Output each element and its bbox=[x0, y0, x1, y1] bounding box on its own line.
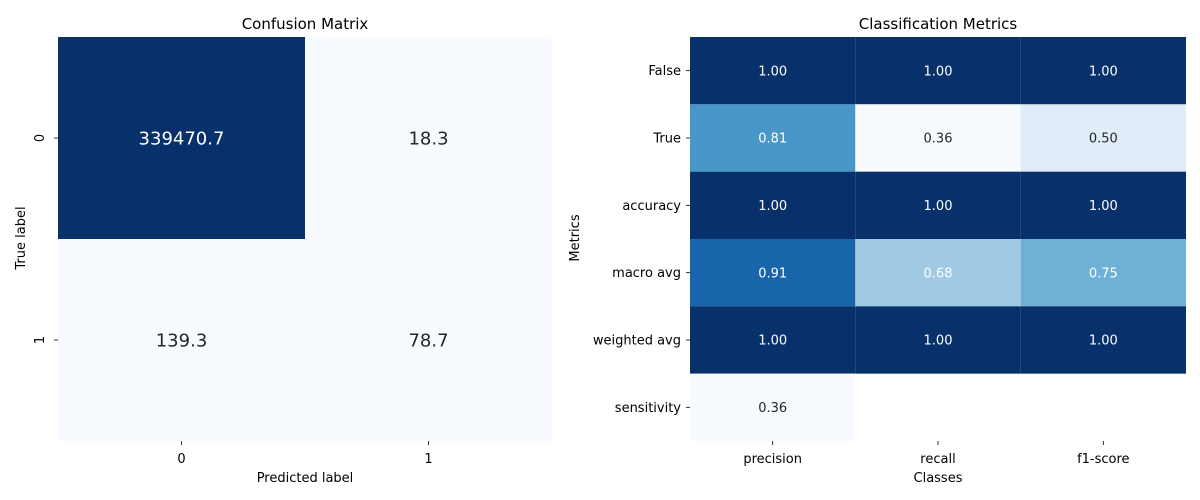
heatmap-cell bbox=[1020, 104, 1186, 172]
cell-value-label: 339470.7 bbox=[139, 128, 225, 149]
x-tick-label: 0 bbox=[177, 452, 185, 467]
cell-value-label: 1.00 bbox=[758, 64, 787, 79]
cell-value-label: 0.36 bbox=[924, 132, 953, 147]
cm-cells: 339470.7 18.3 139.3 78.7 bbox=[58, 37, 552, 441]
metrics-xlabel: Classes bbox=[914, 471, 963, 486]
cell-value-label: 1.00 bbox=[924, 64, 953, 79]
heatmap-cell bbox=[855, 37, 1021, 105]
heatmap-cell bbox=[1020, 306, 1186, 374]
y-tick-label: False bbox=[648, 64, 681, 79]
classification-metrics-chart: Classification Metrics 1.00 1.00 1.00 0.81 0… bbox=[568, 15, 1186, 486]
cell-value-label: 139.3 bbox=[156, 330, 208, 351]
y-tick-label: 0 bbox=[33, 134, 48, 142]
metrics-cells: 1.00 1.00 1.00 0.81 0.36 0.50 1.00 1.00 1.00 0.91… bbox=[690, 37, 1186, 441]
cell-value-label: 18.3 bbox=[408, 128, 448, 149]
metrics-y-ticks: False True accuracy macro avg weighted avg se… bbox=[593, 64, 690, 416]
cell-value-label: 0.36 bbox=[758, 401, 787, 416]
cell-value-label: 1.00 bbox=[1089, 64, 1118, 79]
metrics-ylabel: Metrics bbox=[568, 214, 583, 261]
heatmap-cell bbox=[855, 104, 1021, 172]
cell-value-label: 78.7 bbox=[408, 330, 448, 351]
cell-value-label: 1.00 bbox=[1089, 199, 1118, 214]
heatmap-cell bbox=[1020, 37, 1186, 105]
heatmap-cell bbox=[1020, 171, 1186, 239]
y-tick-label: True bbox=[652, 132, 681, 147]
heatmap-cell bbox=[690, 104, 856, 172]
heatmap-cell bbox=[855, 306, 1021, 374]
heatmap-cell bbox=[690, 171, 856, 239]
heatmap-cell bbox=[690, 373, 856, 441]
y-tick-label: macro avg bbox=[612, 266, 681, 281]
confusion-matrix-chart: Confusion Matrix 339470.7 18.3 139.3 78.7 0… bbox=[14, 15, 552, 486]
cell-value-label: 1.00 bbox=[924, 199, 953, 214]
heatmap-cell bbox=[58, 37, 305, 239]
x-tick-label: precision bbox=[743, 452, 802, 467]
heatmap-cell bbox=[690, 37, 856, 105]
y-tick-label: 1 bbox=[33, 336, 48, 344]
heatmap-cell bbox=[690, 306, 856, 374]
cell-value-label: 0.81 bbox=[758, 132, 787, 147]
x-tick-label: recall bbox=[920, 452, 955, 467]
cell-value-label: 1.00 bbox=[924, 334, 953, 349]
cm-xlabel: Predicted label bbox=[257, 471, 354, 486]
heatmap-cell bbox=[58, 239, 305, 441]
cell-value-label: 0.91 bbox=[758, 266, 787, 281]
metrics-x-ticks: precision recall f1-score bbox=[743, 441, 1130, 467]
heatmap-cell bbox=[855, 171, 1021, 239]
cm-title: Confusion Matrix bbox=[242, 15, 369, 33]
heatmap-cell bbox=[305, 239, 552, 441]
cell-value-label: 1.00 bbox=[758, 199, 787, 214]
metrics-title: Classification Metrics bbox=[859, 15, 1018, 33]
y-tick-label: weighted avg bbox=[593, 334, 681, 349]
cm-y-ticks: 01 bbox=[33, 134, 58, 344]
x-tick-label: 1 bbox=[424, 452, 432, 467]
heatmap-cell bbox=[305, 37, 552, 239]
cell-value-label: 0.68 bbox=[924, 266, 953, 281]
cell-value-label: 1.00 bbox=[1089, 334, 1118, 349]
cell-value-label: 0.75 bbox=[1089, 266, 1118, 281]
heatmap-cell bbox=[855, 239, 1021, 307]
cm-ylabel: True label bbox=[14, 206, 29, 270]
heatmap-cell bbox=[690, 239, 856, 307]
y-tick-label: accuracy bbox=[622, 199, 681, 214]
cell-value-label: 0.50 bbox=[1089, 132, 1118, 147]
x-tick-label: f1-score bbox=[1077, 452, 1129, 467]
heatmap-cell bbox=[1020, 239, 1186, 307]
y-tick-label: sensitivity bbox=[615, 401, 682, 416]
cell-value-label: 1.00 bbox=[758, 334, 787, 349]
